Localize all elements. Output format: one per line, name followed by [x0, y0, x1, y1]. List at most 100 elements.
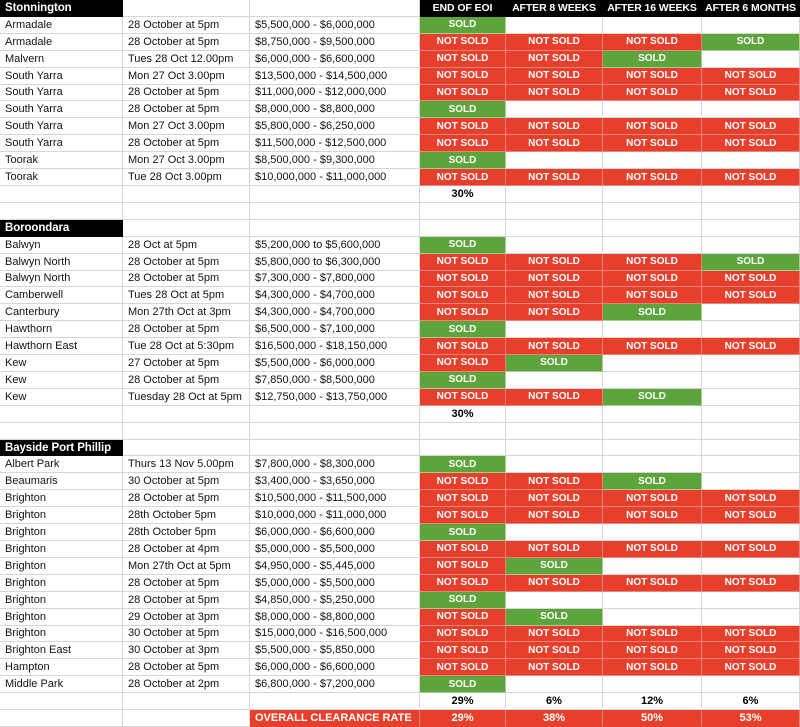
empty-cell[interactable] [0, 710, 123, 727]
date-cell[interactable]: Thurs 13 Nov 5.00pm [123, 456, 250, 474]
suburb-cell[interactable]: Beaumaris [0, 473, 123, 491]
subtotal-cell[interactable]: 6% [506, 693, 603, 711]
empty-cell[interactable] [420, 439, 506, 457]
status-cell[interactable]: NOT SOLD [702, 541, 800, 558]
suburb-cell[interactable]: Brighton [0, 524, 123, 541]
status-cell[interactable] [506, 16, 603, 34]
empty-cell[interactable] [250, 202, 420, 220]
status-cell[interactable]: NOT SOLD [420, 473, 506, 491]
suburb-cell[interactable]: Hawthorn [0, 321, 123, 339]
empty-cell[interactable] [250, 422, 420, 440]
status-cell[interactable]: SOLD [420, 236, 506, 254]
suburb-cell[interactable]: Balwyn [0, 236, 123, 254]
suburb-cell[interactable]: Balwyn North [0, 253, 123, 271]
status-cell[interactable] [702, 321, 800, 339]
price-cell[interactable]: $13,500,000 - $14,500,000 [250, 67, 420, 85]
status-cell[interactable]: NOT SOLD [420, 287, 506, 305]
empty-cell[interactable] [250, 405, 420, 423]
empty-cell[interactable] [506, 422, 603, 440]
status-cell[interactable] [506, 321, 603, 339]
suburb-cell[interactable]: Kew [0, 371, 123, 389]
date-cell[interactable]: 29 October at 3pm [123, 608, 250, 626]
price-cell[interactable]: $5,000,000 - $5,500,000 [250, 541, 420, 558]
overall-rate-cell[interactable]: 29% [420, 710, 506, 727]
subtotal-cell[interactable] [506, 185, 603, 203]
suburb-cell[interactable]: Malvern [0, 50, 123, 68]
status-cell[interactable]: NOT SOLD [506, 388, 603, 406]
date-cell[interactable]: Mon 27th Oct at 3pm [123, 304, 250, 322]
price-cell[interactable]: $5,200,000 to $5,600,000 [250, 236, 420, 254]
status-cell[interactable]: NOT SOLD [506, 253, 603, 271]
price-cell[interactable]: $12,750,000 - $13,750,000 [250, 388, 420, 406]
status-cell[interactable]: NOT SOLD [506, 33, 603, 51]
empty-cell[interactable] [702, 439, 800, 457]
empty-cell[interactable] [0, 185, 123, 203]
status-cell[interactable]: NOT SOLD [506, 169, 603, 186]
status-cell[interactable]: SOLD [420, 456, 506, 474]
status-cell[interactable]: NOT SOLD [603, 338, 702, 356]
status-cell[interactable]: SOLD [420, 524, 506, 541]
status-cell[interactable]: NOT SOLD [603, 659, 702, 677]
subtotal-cell[interactable]: 30% [420, 185, 506, 203]
empty-cell[interactable] [0, 693, 123, 711]
price-cell[interactable]: $8,750,000 - $9,500,000 [250, 33, 420, 51]
price-cell[interactable]: $5,800,000 - $6,250,000 [250, 118, 420, 136]
date-cell[interactable]: 30 October at 5pm [123, 473, 250, 491]
status-cell[interactable]: SOLD [506, 355, 603, 372]
status-cell[interactable] [702, 676, 800, 694]
status-cell[interactable]: NOT SOLD [506, 490, 603, 508]
suburb-cell[interactable]: Camberwell [0, 287, 123, 305]
suburb-cell[interactable]: South Yarra [0, 67, 123, 85]
date-cell[interactable]: Tues 28 Oct at 5pm [123, 287, 250, 305]
price-cell[interactable]: $4,850,000 - $5,250,000 [250, 591, 420, 609]
date-cell[interactable]: 28 October at 5pm [123, 16, 250, 34]
empty-cell[interactable] [123, 202, 250, 220]
status-cell[interactable]: NOT SOLD [702, 490, 800, 508]
empty-cell[interactable] [123, 710, 250, 727]
date-cell[interactable]: 28 October at 4pm [123, 541, 250, 558]
status-cell[interactable] [702, 236, 800, 254]
empty-cell[interactable] [702, 422, 800, 440]
section-header-stonnington[interactable]: Stonnington [0, 0, 123, 17]
status-cell[interactable]: NOT SOLD [702, 287, 800, 305]
price-cell[interactable]: $11,500,000 - $12,500,000 [250, 135, 420, 153]
suburb-cell[interactable]: Hampton [0, 659, 123, 677]
overall-rate-cell[interactable]: 38% [506, 710, 603, 727]
status-cell[interactable]: NOT SOLD [603, 490, 702, 508]
date-cell[interactable]: 28 October at 5pm [123, 321, 250, 339]
status-cell[interactable]: NOT SOLD [506, 270, 603, 288]
status-cell[interactable] [506, 591, 603, 609]
status-cell[interactable]: NOT SOLD [603, 625, 702, 643]
empty-cell[interactable] [420, 219, 506, 237]
price-cell[interactable]: $11,000,000 - $12,000,000 [250, 84, 420, 102]
status-cell[interactable] [603, 591, 702, 609]
column-header-end-of-eoi[interactable]: END OF EOI [420, 0, 506, 17]
suburb-cell[interactable]: Brighton [0, 625, 123, 643]
status-cell[interactable] [603, 557, 702, 575]
status-cell[interactable]: NOT SOLD [603, 270, 702, 288]
status-cell[interactable]: NOT SOLD [603, 253, 702, 271]
status-cell[interactable]: NOT SOLD [420, 541, 506, 558]
status-cell[interactable] [603, 321, 702, 339]
status-cell[interactable]: NOT SOLD [420, 118, 506, 136]
status-cell[interactable] [702, 101, 800, 119]
date-cell[interactable]: 30 October at 5pm [123, 625, 250, 643]
suburb-cell[interactable]: Brighton East [0, 642, 123, 660]
empty-cell[interactable] [250, 439, 420, 457]
suburb-cell[interactable]: Albert Park [0, 456, 123, 474]
status-cell[interactable] [702, 388, 800, 406]
empty-cell[interactable] [123, 185, 250, 203]
price-cell[interactable]: $16,500,000 - $18,150,000 [250, 338, 420, 356]
empty-cell[interactable] [603, 439, 702, 457]
status-cell[interactable]: NOT SOLD [702, 270, 800, 288]
status-cell[interactable]: NOT SOLD [702, 659, 800, 677]
status-cell[interactable]: SOLD [603, 473, 702, 491]
price-cell[interactable]: $4,950,000 - $5,445,000 [250, 557, 420, 575]
column-header-after-16-weeks[interactable]: AFTER 16 WEEKS [603, 0, 702, 17]
empty-cell[interactable] [0, 202, 123, 220]
suburb-cell[interactable]: South Yarra [0, 84, 123, 102]
status-cell[interactable]: NOT SOLD [702, 574, 800, 592]
status-cell[interactable]: NOT SOLD [603, 642, 702, 660]
date-cell[interactable]: 28 October at 5pm [123, 253, 250, 271]
suburb-cell[interactable]: Toorak [0, 169, 123, 186]
